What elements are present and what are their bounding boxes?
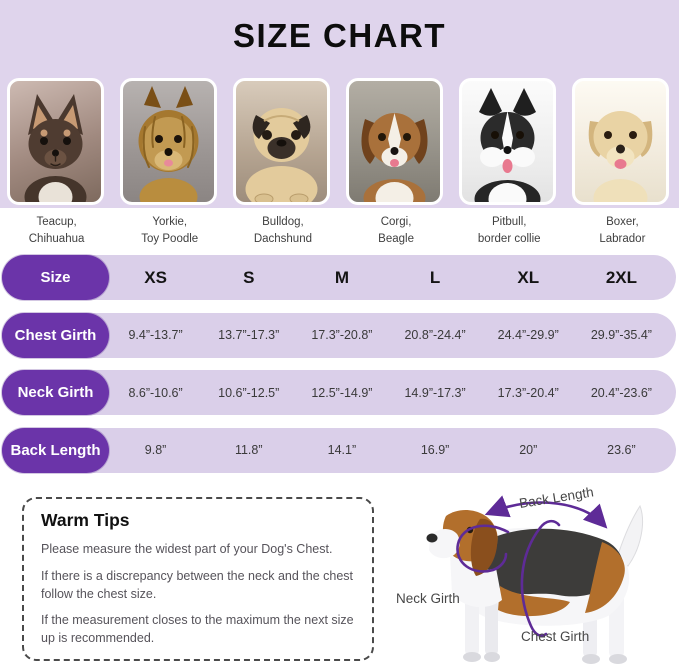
breed-label-chihuahua: Teacup, Chihuahua <box>28 215 85 245</box>
size-table: Size XS S M L XL 2XL Chest Girth 9.4”-13… <box>0 253 679 485</box>
breed-label-pitbull: Pitbull, border collie <box>477 215 541 245</box>
neck-girth-value: 20.4”-23.6” <box>590 385 652 400</box>
size-value: XL <box>517 267 540 287</box>
size-value: XS <box>144 267 167 287</box>
back-length-value: 9.8” <box>144 443 167 457</box>
warm-tip: If there is a discrepancy between the ne… <box>41 568 353 601</box>
chest-girth-value: 17.3”-20.8” <box>311 328 373 342</box>
table-row-chest-girth: Chest Girth 9.4”-13.7” 13.7”-17.3” 17.3”… <box>2 312 676 358</box>
row-label-chest-girth: Chest Girth <box>2 312 109 358</box>
back-length-value: 23.6” <box>607 443 636 457</box>
warm-tips-title: Warm Tips <box>41 510 130 530</box>
neck-girth-value: 17.3”-20.4” <box>497 385 559 400</box>
chest-girth-value: 20.8”-24.4” <box>404 328 466 342</box>
neck-girth-value: 14.9”-17.3” <box>404 385 466 400</box>
chest-girth-value: 24.4”-29.9” <box>497 328 559 342</box>
breed-label-yorkie: Yorkie, Toy Poodle <box>141 215 199 245</box>
row-label-size: Size <box>2 255 109 300</box>
size-value: 2XL <box>605 267 637 287</box>
photo-border-collie <box>459 78 556 205</box>
table-row-back-length: Back Length 9.8” 11.8” 14.1” 16.9” 20” 2… <box>2 427 676 473</box>
breed-labels-row: Teacup, Chihuahua Yorkie, Toy Poodle Bul… <box>0 208 679 253</box>
size-value: L <box>429 267 441 287</box>
table-row-neck-girth: Neck Girth 8.6”-10.6” 10.6”-12.5” 12.5”-… <box>2 370 676 415</box>
chihuahua-dog-icon <box>24 94 87 202</box>
beagle-measurement-illustration: Back Length Neck Girth Chest Girth <box>396 484 643 664</box>
border-collie-dog-icon <box>474 88 541 202</box>
row-label-neck-girth: Neck Girth <box>2 370 109 415</box>
photo-yorkie <box>120 78 217 205</box>
back-length-diagram-label: Back Length <box>518 484 594 511</box>
row-label-back-length: Back Length <box>2 427 109 473</box>
photo-chihuahua <box>7 78 104 205</box>
measurement-diagram: Back Length Neck Girth Chest Girth <box>388 478 679 672</box>
chest-girth-diagram-label: Chest Girth <box>521 629 589 644</box>
pug-dog-icon <box>245 108 318 202</box>
breed-label-boxer: Boxer, Labrador <box>599 215 646 245</box>
size-value: S <box>243 267 255 287</box>
neck-girth-value: 10.6”-12.5” <box>218 385 280 400</box>
chest-girth-value: 9.4”-13.7” <box>128 328 183 342</box>
breed-photos-row <box>7 78 669 205</box>
chest-girth-value: 13.7”-17.3” <box>218 328 280 342</box>
labrador-dog-icon <box>588 111 653 202</box>
warm-tip: Please measure the widest part of your D… <box>41 542 333 556</box>
neck-girth-diagram-label: Neck Girth <box>396 591 460 606</box>
photo-pug <box>233 78 330 205</box>
back-length-value: 14.1” <box>327 443 357 457</box>
header: SIZE CHART <box>0 0 679 208</box>
warm-tip: If the measurement closes to the maximum… <box>41 613 354 645</box>
chest-girth-value: 29.9”-35.4” <box>590 328 652 342</box>
photo-beagle <box>346 78 443 205</box>
warm-tips-box: Warm Tips Please measure the widest part… <box>22 497 374 661</box>
beagle-dog-icon <box>361 113 428 202</box>
neck-girth-value: 12.5”-14.9” <box>311 385 373 400</box>
page-title: SIZE CHART <box>233 17 446 54</box>
back-length-value: 20” <box>519 443 538 457</box>
table-row-size: Size XS S M L XL 2XL <box>2 255 676 300</box>
photo-labrador <box>572 78 669 205</box>
yorkie-dog-icon <box>138 86 199 202</box>
back-length-value: 11.8” <box>234 443 263 457</box>
size-value: M <box>334 267 349 287</box>
bottom-section: Warm Tips Please measure the widest part… <box>0 478 679 672</box>
breed-label-bulldog: Bulldog, Dachshund <box>253 215 312 245</box>
back-length-value: 16.9” <box>420 443 450 457</box>
breed-label-corgi: Corgi, Beagle <box>378 215 414 245</box>
neck-girth-value: 8.6”-10.6” <box>128 385 183 400</box>
